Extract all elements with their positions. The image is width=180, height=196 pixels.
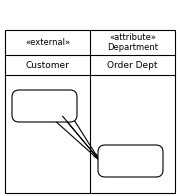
Text: Customer: Customer xyxy=(26,61,69,70)
Text: «attribute»: «attribute» xyxy=(109,33,156,42)
FancyBboxPatch shape xyxy=(98,145,163,177)
Bar xyxy=(5,30,175,193)
FancyBboxPatch shape xyxy=(12,90,77,122)
Text: Department: Department xyxy=(107,43,158,52)
Text: Order Dept: Order Dept xyxy=(107,61,158,70)
Text: «external»: «external» xyxy=(25,38,70,47)
